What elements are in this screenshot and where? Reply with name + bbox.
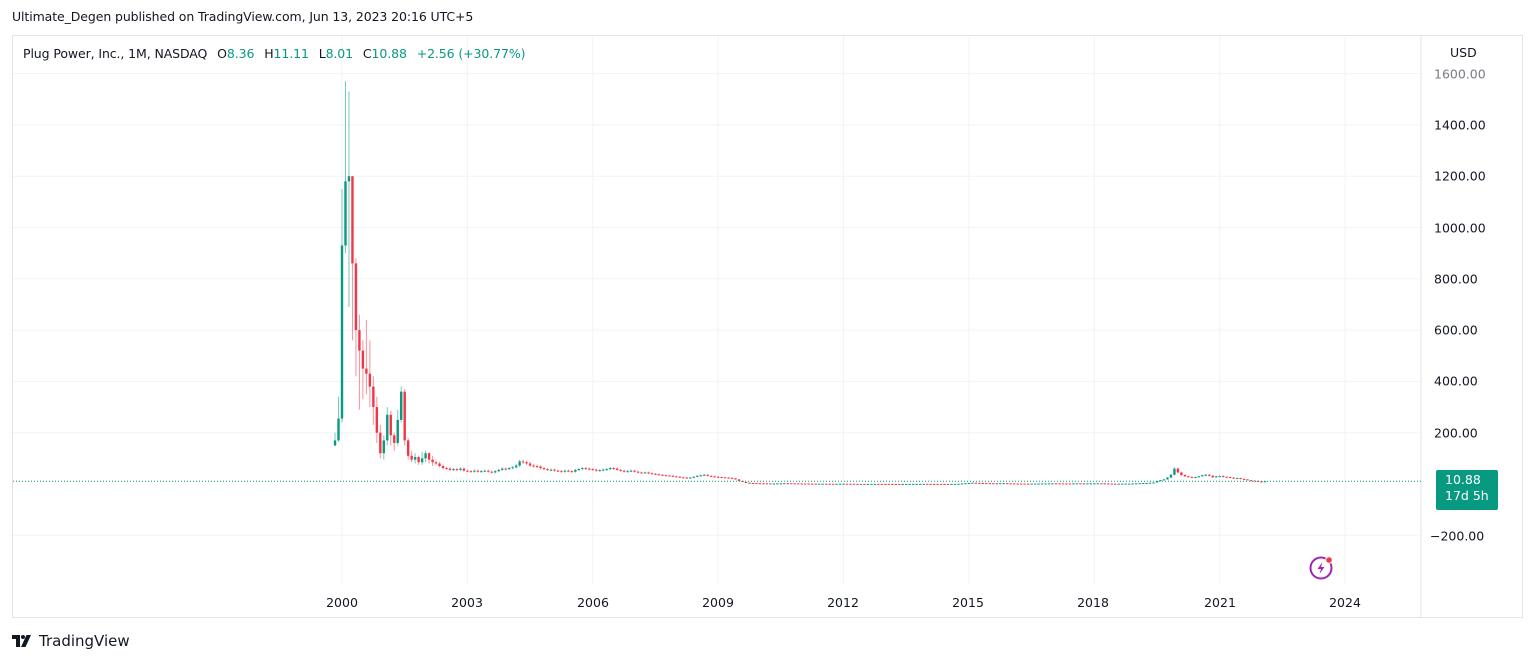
ohlc-legend: Plug Power, Inc., 1M, NASDAQ O8.36 H11.1… xyxy=(23,46,525,61)
close-value: 10.88 xyxy=(371,46,407,61)
x-tick-2009: 2009 xyxy=(702,595,734,610)
lightning-bolt-icon[interactable] xyxy=(1308,554,1334,580)
tradingview-brand[interactable]: TradingView xyxy=(12,632,130,650)
last-price-badge: 10.88 17d 5h xyxy=(1436,470,1498,510)
y-tick-800: 800.00 xyxy=(1434,271,1478,287)
y-tick-neg200: −200.00 xyxy=(1430,528,1485,544)
x-tick-2018: 2018 xyxy=(1077,595,1109,610)
bar-countdown: 17d 5h xyxy=(1445,488,1489,503)
close-label: C xyxy=(362,46,372,61)
x-tick-2024: 2024 xyxy=(1329,595,1361,610)
y-tick-1600: 1600.00 xyxy=(1434,66,1486,82)
x-tick-2003: 2003 xyxy=(451,595,483,610)
open-label: O xyxy=(217,46,227,61)
high-label: H xyxy=(264,46,274,61)
y-tick-600: 600.00 xyxy=(1434,322,1478,338)
last-price-value: 10.88 xyxy=(1445,472,1481,487)
y-tick-1200: 1200.00 xyxy=(1434,168,1486,184)
y-tick-200: 200.00 xyxy=(1434,425,1478,441)
x-tick-2006: 2006 xyxy=(577,595,609,610)
y-tick-1000: 1000.00 xyxy=(1434,220,1486,236)
low-value: 8.01 xyxy=(325,46,354,61)
symbol-label[interactable]: Plug Power, Inc., 1M, NASDAQ xyxy=(23,46,208,61)
high-value: 11.11 xyxy=(273,46,309,61)
x-tick-2021: 2021 xyxy=(1204,595,1236,610)
change-value: +2.56 (+30.77%) xyxy=(416,46,526,61)
tradingview-logo-icon xyxy=(12,635,31,647)
y-tick-1400: 1400.00 xyxy=(1434,117,1486,133)
low-label: L xyxy=(318,46,326,61)
x-tick-2000: 2000 xyxy=(326,595,358,610)
currency-label[interactable]: USD xyxy=(1450,45,1477,60)
published-line: Ultimate_Degen published on TradingView.… xyxy=(12,9,474,24)
x-tick-2012: 2012 xyxy=(827,595,859,610)
brand-name: TradingView xyxy=(39,632,130,650)
y-tick-400: 400.00 xyxy=(1434,373,1478,389)
chart-frame[interactable] xyxy=(12,35,1523,618)
open-value: 8.36 xyxy=(226,46,255,61)
x-tick-2015: 2015 xyxy=(952,595,984,610)
